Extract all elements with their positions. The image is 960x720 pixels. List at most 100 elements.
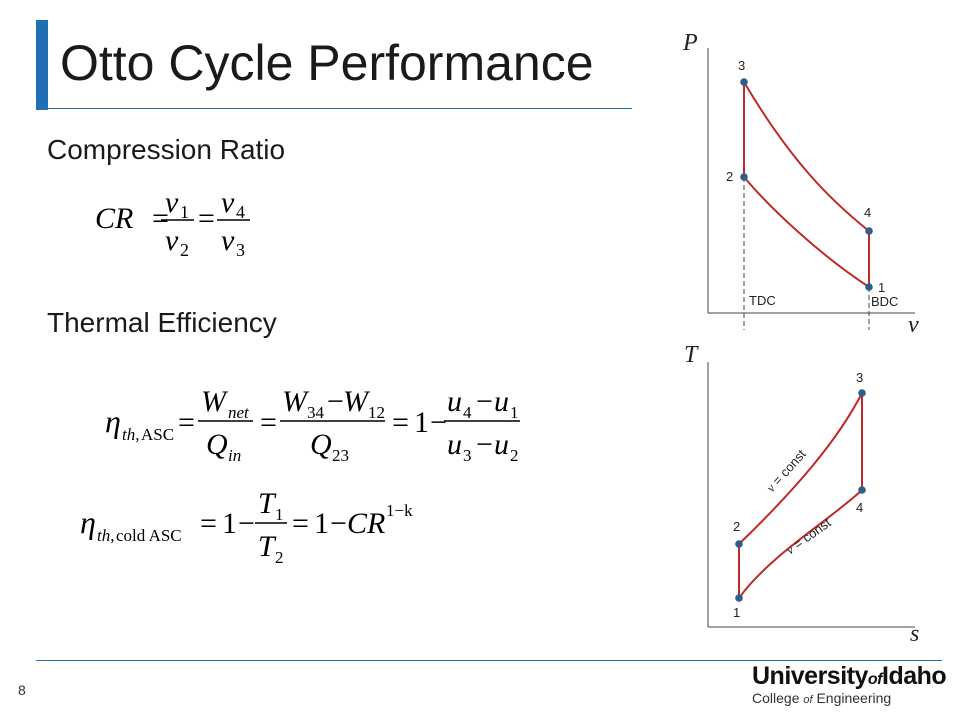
eq-cr-v3: v [221,224,235,257]
eq-asc-minus-4: − [476,428,493,461]
eq-cr-v1: v [165,186,179,219]
pv-bdc-label: BDC [871,294,898,309]
eq-cr-v4: v [221,186,235,219]
logo-college-right: Engineering [812,690,892,706]
logo-college: College of Engineering [752,690,952,706]
pv-label-1: 1 [878,280,885,295]
pv-point-4 [865,227,873,235]
eq-cold-t1: T [258,487,277,520]
pv-x-axis-label: v [908,312,919,338]
efficiency-asc-equation: η th, ASC = W net Q in = W 34 − W 12 Q 2… [105,385,520,465]
eq-asc-w: W [201,385,229,418]
eq-cr-v2: v [165,224,179,257]
title-accent-bar [36,20,48,110]
pv-diagram: P v 1 2 3 4 TDC BDC [682,30,919,338]
eq-asc-w34: W [282,385,310,418]
pv-label-4: 4 [864,205,871,220]
ts-label-2: 2 [733,519,740,534]
eq-asc-sub-asc: ASC [141,425,174,444]
eq-asc-equals-1: = [178,406,195,439]
eq-cold-t2-sub: 2 [275,548,284,567]
eq-cold-cr: CR [347,507,385,540]
eq-asc-minus-1: − [327,385,344,418]
eq-asc-eta: η [105,403,121,439]
eq-cold-equals-1: = [200,507,217,540]
eq-cold-sub-cold: cold ASC [116,526,182,545]
eq-cold-equals-2: = [292,507,309,540]
eq-asc-u2: u [494,428,509,461]
eq-cr-v1-sub: 1 [180,202,189,222]
eq-asc-equals-3: = [392,406,409,439]
ts-label-3: 3 [856,370,863,385]
title-divider [36,108,632,109]
eq-asc-q: Q [206,428,228,461]
ts-label-1: 1 [733,605,740,620]
efficiency-cold-asc-equation: η th, cold ASC = 1 − T 1 T 2 = 1 − CR 1−… [80,487,413,567]
eq-asc-w12: W [343,385,371,418]
logo-wordmark: UniversityofIdaho [752,664,952,689]
eq-asc-u1: u [494,385,509,418]
pv-point-3 [740,78,748,86]
eq-asc-one: 1 [414,406,429,439]
ts-upper-curve-text: = const [767,446,809,490]
footer-divider [36,660,942,661]
pv-point-1 [865,283,873,291]
eq-asc-u1-sub: 1 [510,403,519,422]
page-number: 8 [18,682,26,698]
ts-lower-curve-label: v = const [783,515,834,558]
ts-cycle-path [738,392,863,602]
eq-asc-minus-2: − [430,406,447,439]
eq-asc-w34-sub: 34 [307,403,325,422]
eq-cold-minus-1: − [238,507,255,540]
eq-asc-u4-sub: 4 [463,403,472,422]
eq-asc-minus-3: − [476,385,493,418]
eq-asc-q23-sub: 23 [332,446,349,465]
logo-idaho: Idaho [882,662,947,690]
eq-cold-exp: 1−k [386,501,413,520]
cycle-diagrams: P v 1 2 3 4 TDC BDC T s 1 2 3 4 v = cons… [682,30,919,647]
eq-asc-q-sub: in [228,446,241,465]
ts-diagram: T s 1 2 3 4 v = const v = const [684,342,919,647]
ts-point-2 [735,540,743,548]
eq-asc-u3-sub: 3 [463,446,472,465]
ts-upper-curve-label: v = const [763,446,809,495]
eq-cr-v3-sub: 3 [236,240,245,260]
eq-asc-q23: Q [310,428,332,461]
equations-layer: CR = v 1 v 2 = v 4 v 3 η th, ASC = W net… [80,186,520,567]
slide-title: Otto Cycle Performance [60,35,594,91]
eq-asc-w-sub: net [228,403,250,422]
compression-ratio-heading: Compression Ratio [47,134,286,165]
eq-cr-equals: = [152,202,169,235]
eq-cr-equals-2: = [198,202,215,235]
logo-college-left: College [752,690,804,706]
ts-point-3 [858,389,866,397]
thermal-efficiency-heading: Thermal Efficiency [47,307,277,338]
eq-cold-eta: η [80,504,96,540]
eq-cold-one-2: 1 [314,507,329,540]
eq-cold-minus-2: − [330,507,347,540]
logo-of: of [867,671,883,688]
pv-label-2: 2 [726,169,733,184]
university-logo: UniversityofIdaho College of Engineering [752,664,952,707]
eq-cr-lhs: CR [95,202,133,235]
eq-asc-sub-th: th, [122,425,139,444]
eq-asc-equals-2: = [260,406,277,439]
pv-y-axis-label: P [682,30,698,56]
svg-text:v = const: v = const [763,446,809,495]
eq-cr-v2-sub: 2 [180,240,189,260]
ts-point-1 [735,594,743,602]
eq-cold-t1-sub: 1 [275,505,284,524]
eq-cold-sub-th: th, [97,526,114,545]
ts-y-axis-label: T [684,342,699,368]
ts-lower-curve-text: = const [788,515,834,554]
pv-tdc-label: TDC [749,293,776,308]
logo-college-of: of [803,694,813,706]
svg-text:v = const: v = const [783,515,834,558]
ts-label-4: 4 [856,500,863,515]
pv-point-2 [740,173,748,181]
eq-asc-u3: u [447,428,462,461]
eq-asc-u2-sub: 2 [510,446,519,465]
compression-ratio-equation: CR = v 1 v 2 = v 4 v 3 [95,186,250,260]
logo-university: University [752,662,868,690]
eq-cold-one: 1 [222,507,237,540]
